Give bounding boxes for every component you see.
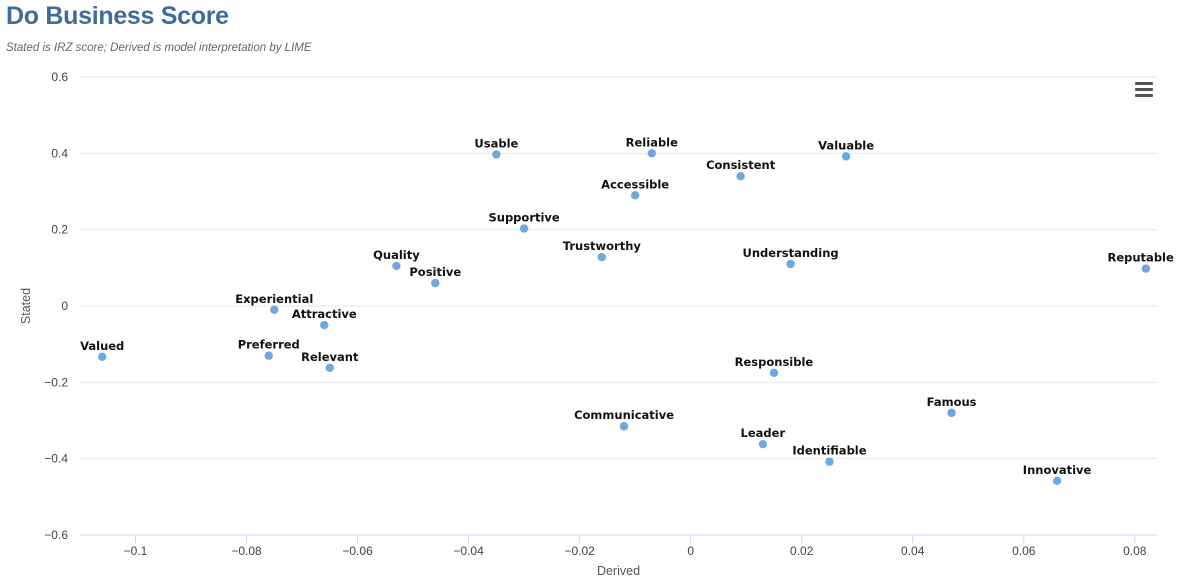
data-point-label: Valued <box>80 339 124 353</box>
x-tick-label: 0.08 <box>1123 544 1147 558</box>
data-point[interactable] <box>841 152 851 161</box>
menu-bar <box>1135 82 1153 85</box>
hamburger-menu-icon[interactable] <box>1131 80 1157 100</box>
data-point[interactable] <box>264 351 273 360</box>
data-point-label: Responsible <box>735 355 814 369</box>
data-point[interactable] <box>270 305 279 315</box>
data-point-label: Reliable <box>626 135 678 149</box>
data-point-label: Attractive <box>292 307 357 321</box>
data-point[interactable] <box>325 363 335 373</box>
data-point-label: Supportive <box>488 211 559 225</box>
chart-subtitle: Stated is IRZ score; Derived is model in… <box>6 42 312 54</box>
y-tick-label: −0.2 <box>44 375 68 389</box>
data-point[interactable] <box>431 278 440 288</box>
data-point[interactable] <box>519 224 529 233</box>
data-point-label: Identifiable <box>792 444 866 458</box>
x-tick-label: 0.02 <box>790 544 814 558</box>
data-point[interactable] <box>98 352 107 361</box>
data-point[interactable] <box>392 261 401 271</box>
data-point[interactable] <box>786 259 795 269</box>
data-point-label: Experiential <box>235 292 313 306</box>
data-point-label: Innovative <box>1023 463 1092 477</box>
chart-title: Do Business Score <box>6 2 229 30</box>
data-point[interactable] <box>492 150 501 159</box>
data-point-label: Preferred <box>238 338 300 352</box>
x-tick-label: −0.02 <box>564 544 595 558</box>
data-points: Usable Reliable Consistent Valuable Accessib… <box>80 135 1174 486</box>
data-point[interactable] <box>1141 264 1151 273</box>
data-point[interactable] <box>619 422 629 431</box>
x-tick-label: −0.08 <box>231 544 262 558</box>
x-tick-label: −0.1 <box>124 544 148 558</box>
data-point-label: Leader <box>741 426 786 440</box>
y-tick-label: 0.2 <box>51 223 68 237</box>
y-tick-label: 0 <box>61 299 68 313</box>
menu-bar <box>1135 94 1153 97</box>
data-point-label: Positive <box>409 265 461 279</box>
data-point[interactable] <box>769 368 779 377</box>
data-point[interactable] <box>1052 476 1062 486</box>
menu-bar <box>1135 88 1153 91</box>
data-point-label: Accessible <box>601 177 669 191</box>
data-point[interactable] <box>630 191 640 200</box>
data-point[interactable] <box>647 149 657 158</box>
x-tick-label: −0.04 <box>453 544 484 558</box>
x-axis-title: Derived <box>597 564 640 578</box>
data-point-label: Relevant <box>301 350 359 364</box>
grid-lines <box>80 76 1157 536</box>
data-point[interactable] <box>947 408 956 418</box>
data-point-label: Valuable <box>818 138 874 152</box>
data-point[interactable] <box>736 172 745 181</box>
data-point-label: Consistent <box>706 158 776 172</box>
data-point-label: Understanding <box>743 246 839 260</box>
data-point-label: Famous <box>927 395 977 409</box>
data-point[interactable] <box>825 457 834 466</box>
data-point-label: Reputable <box>1107 251 1174 265</box>
data-point-label: Usable <box>474 136 518 150</box>
y-tick-label: −0.6 <box>44 528 68 542</box>
axis-ticks: 0.6 0.4 0.2 0 −0.2 −0.4 −0.6 −0.1 −0.08 −0.06 −0.0… <box>44 70 1146 558</box>
y-axis-title: Stated <box>19 288 33 324</box>
data-point[interactable] <box>320 320 329 330</box>
data-point[interactable] <box>758 439 768 449</box>
y-tick-label: −0.4 <box>44 452 68 466</box>
data-point[interactable] <box>597 252 607 262</box>
data-point-label: Trustworthy <box>563 239 642 253</box>
x-tick-label: −0.06 <box>342 544 373 558</box>
y-tick-label: 0.6 <box>51 70 68 84</box>
data-point-label: Quality <box>373 248 420 262</box>
y-tick-label: 0.4 <box>51 146 68 160</box>
x-tick-label: 0 <box>687 544 694 558</box>
x-tick-label: 0.04 <box>901 544 925 558</box>
x-tick-label: 0.06 <box>1012 544 1036 558</box>
data-point-label: Communicative <box>574 408 674 422</box>
